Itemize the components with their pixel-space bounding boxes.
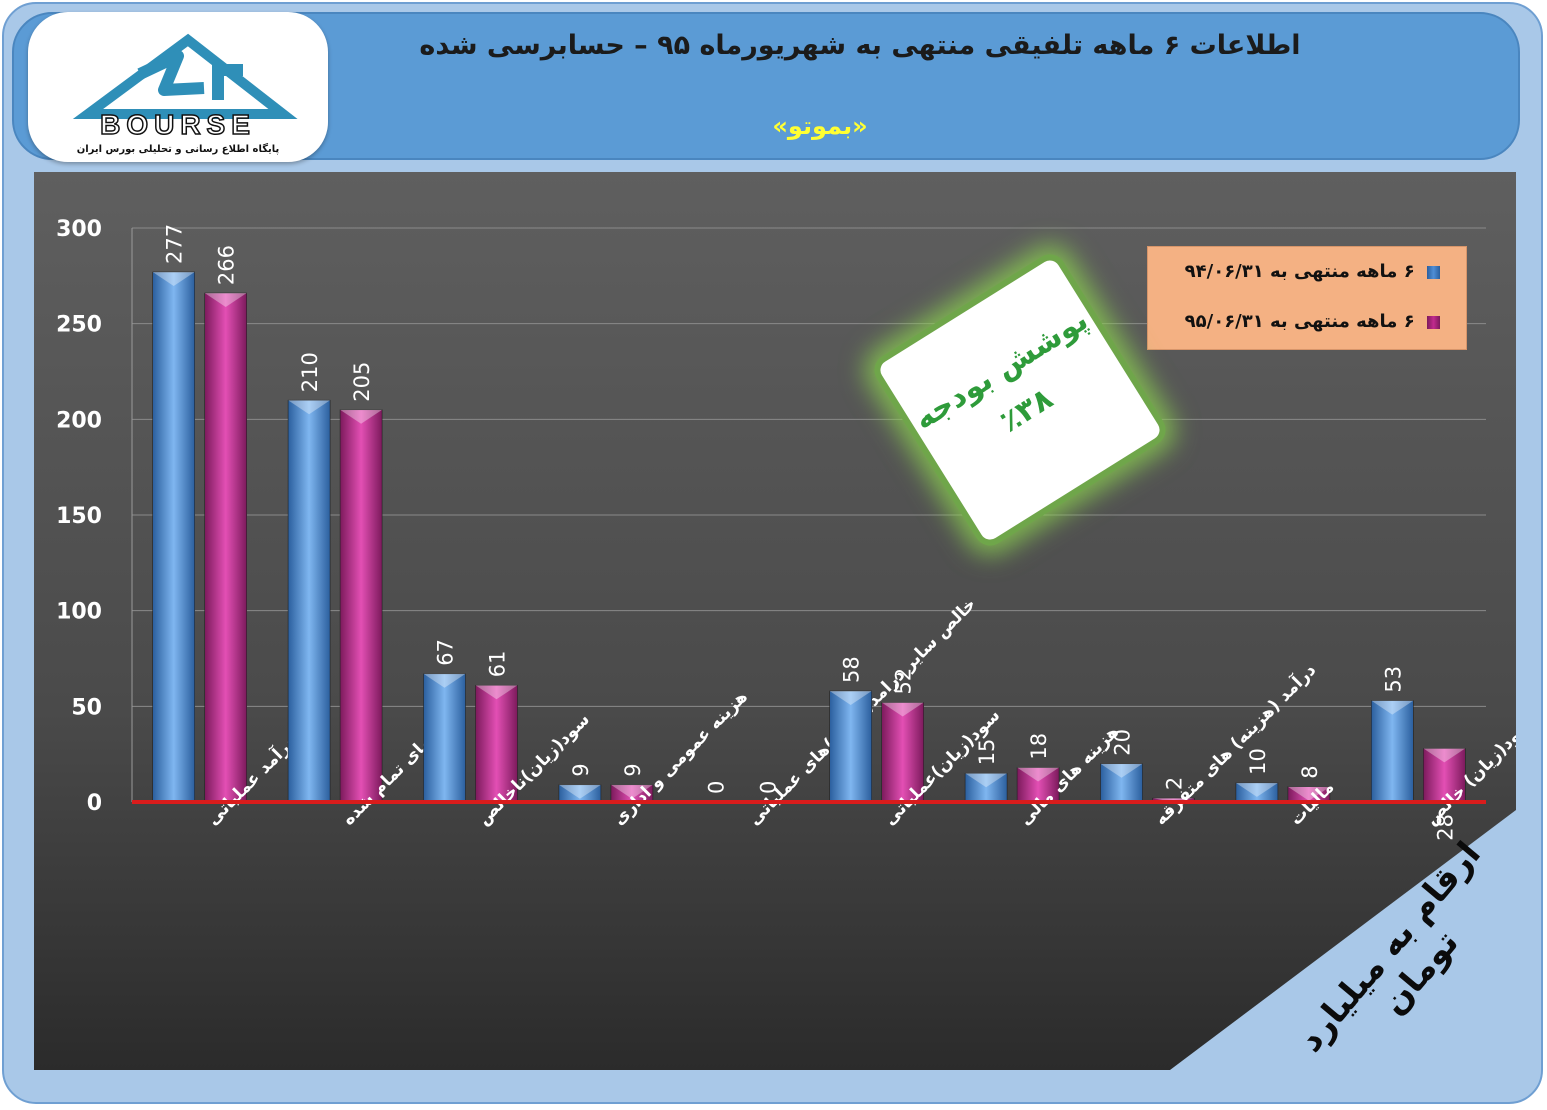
- data-label: 10: [1246, 748, 1270, 775]
- y-tick-label: 200: [56, 408, 102, 433]
- bar-series1: [964, 772, 1008, 803]
- bar-series2: [1423, 748, 1466, 803]
- data-label: 8: [1298, 765, 1322, 778]
- data-label: 0: [756, 781, 780, 794]
- bar-cap-series1: [558, 784, 601, 799]
- data-label: 2: [1163, 777, 1187, 790]
- data-label: 20: [1111, 729, 1135, 756]
- bar-cap-series2: [1017, 767, 1060, 782]
- bar-cap-series1: [1100, 763, 1143, 778]
- data-label: 61: [486, 651, 510, 678]
- page-title: اطلاعات ۶ ماهه تلفیقی منتهی به شهریورماه…: [419, 30, 1301, 61]
- data-label: 266: [215, 245, 239, 285]
- legend-item-series2: ۶ ماهه منتهی به ۹۵/۰۶/۳۱: [1185, 311, 1440, 341]
- data-label: 28: [1433, 814, 1457, 841]
- bar-cap-series2: [340, 409, 383, 424]
- chart-legend: ۶ ماهه منتهی به ۹۴/۰۶/۳۱ ۶ ماهه منتهی به…: [1147, 246, 1467, 350]
- y-tick-label: 250: [56, 313, 102, 338]
- data-label: 58: [840, 656, 864, 683]
- bar-cap-series1: [829, 691, 872, 706]
- data-label: 277: [163, 224, 187, 264]
- legend-label-series2: ۶ ماهه منتهی به ۹۵/۰۶/۳۱: [1184, 311, 1415, 332]
- data-label: 18: [1027, 733, 1051, 760]
- y-tick-label: 0: [87, 791, 102, 816]
- legend-label-series1: ۶ ماهه منتهی به ۹۴/۰۶/۳۱: [1184, 261, 1415, 282]
- data-label: 15: [975, 739, 999, 766]
- bar-cap-series1: [1235, 782, 1278, 797]
- bar-series1: [152, 271, 195, 803]
- bar-series2: [204, 292, 247, 803]
- legend-swatch-series1: [1427, 265, 1440, 279]
- y-tick-label: 150: [56, 504, 102, 529]
- bar-cap-series2: [1287, 786, 1330, 801]
- x-tick-label: هزینه عمومی و اداری: [609, 687, 751, 829]
- data-label: 9: [569, 763, 593, 776]
- data-label: 67: [434, 639, 458, 666]
- logo-tagline: پایگاه اطلاع رسانی و تحلیلی بورس ایران: [77, 142, 280, 155]
- page-subtitle: «بموتو»: [772, 112, 868, 140]
- bar-cap-series2: [1423, 748, 1466, 763]
- budget-coverage-text: پوشش بودجه ٪۳۸: [901, 295, 1128, 487]
- bar-cap-series1: [1371, 700, 1414, 715]
- data-label: 9: [621, 763, 645, 776]
- bar-cap-series1: [965, 773, 1008, 788]
- bar-series1: [1371, 700, 1414, 803]
- bar-cap-series1: [288, 400, 331, 415]
- bar-series1: [423, 673, 466, 803]
- bar-cap-series1: [152, 272, 195, 287]
- bar-cap-series2: [475, 685, 518, 700]
- data-label: 0: [704, 781, 728, 794]
- y-tick-label: 300: [56, 217, 102, 242]
- bar-series2: [1016, 767, 1060, 803]
- bar-cap-series2: [610, 784, 653, 799]
- data-label: 52: [892, 668, 916, 695]
- data-label: 205: [350, 362, 374, 402]
- legend-swatch-series2: [1427, 315, 1440, 329]
- bar-series1: [287, 399, 331, 803]
- data-label: 210: [298, 352, 322, 392]
- bar-series2: [339, 409, 383, 803]
- logo-card: BOURSE پایگاه اطلاع رسانی و تحلیلی بورس …: [28, 12, 328, 162]
- bar-series2: [475, 684, 518, 803]
- bar-series1: [829, 690, 873, 803]
- y-tick-label: 100: [56, 600, 102, 625]
- data-label: 53: [1381, 666, 1405, 693]
- bar-cap-series2: [881, 702, 924, 717]
- bar-cap-series2: [204, 293, 247, 308]
- y-tick-label: 50: [71, 695, 102, 720]
- bourse-24-logo-icon: BOURSE پایگاه اطلاع رسانی و تحلیلی بورس …: [72, 33, 298, 155]
- bar-series1: [1100, 763, 1143, 803]
- legend-item-series1: ۶ ماهه منتهی به ۹۴/۰۶/۳۱: [1185, 261, 1440, 291]
- logo-brand: BOURSE: [100, 109, 256, 140]
- bar-cap-series1: [423, 673, 466, 688]
